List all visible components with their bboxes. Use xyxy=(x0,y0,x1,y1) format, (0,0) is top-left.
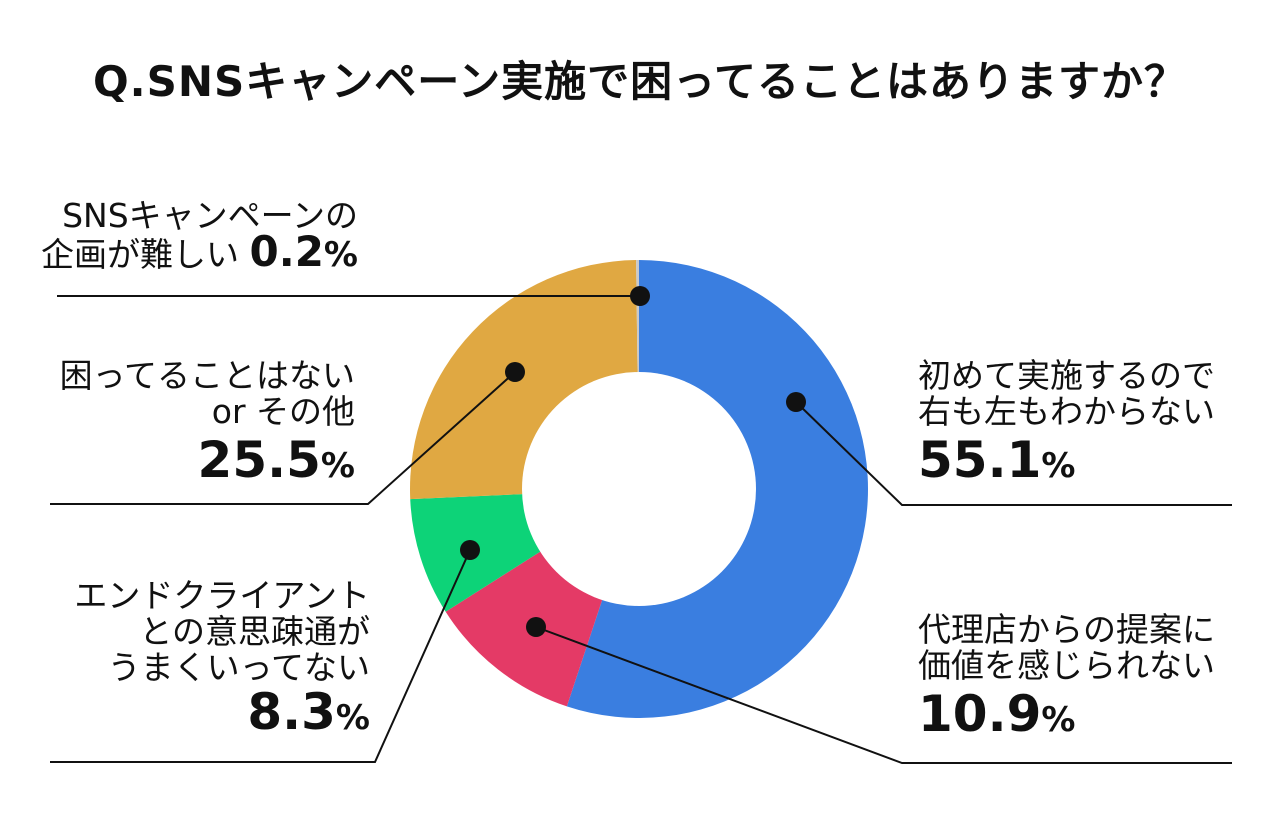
label-line: 困ってることはない xyxy=(59,356,355,395)
percent-value: 8.3% xyxy=(74,687,370,738)
percent-unit: % xyxy=(335,698,370,738)
label-line: SNSキャンペーンの xyxy=(62,196,358,235)
chart-title: Q.SNSキャンペーン実施で困ってることはありますか？ xyxy=(92,57,1188,106)
percent-number: 8.3 xyxy=(247,683,336,741)
percent-unit: % xyxy=(1041,700,1076,740)
donut-hole xyxy=(522,372,756,606)
label-slice-3: 困ってることはない or その他 25.5% xyxy=(59,356,355,486)
label-slice-4: SNSキャンペーンの 企画が難しい 0.2% xyxy=(41,196,358,274)
percent-unit: % xyxy=(323,235,358,275)
label-line: との意思疎通が xyxy=(139,612,370,651)
leader-line-0 xyxy=(795,401,1232,506)
percent-number: 55.1 xyxy=(918,431,1042,489)
leader-dot-1 xyxy=(526,617,546,637)
label-line-with-percent: 企画が難しい 0.2% xyxy=(41,231,358,274)
percent-value: 0.2% xyxy=(250,227,358,276)
leader-line-2 xyxy=(50,549,471,763)
label-line: エンドクライアント xyxy=(74,576,370,615)
label-line: 初めて実施するので xyxy=(918,356,1215,395)
percent-number: 25.5 xyxy=(197,431,321,489)
label-line: 価値を感じられない xyxy=(918,646,1215,685)
leader-line-1 xyxy=(535,626,1232,764)
leader-dot-0 xyxy=(786,392,806,412)
label-line: 代理店からの提案に xyxy=(918,610,1215,649)
percent-unit: % xyxy=(320,446,355,486)
label-line: or その他 xyxy=(211,392,355,431)
percent-number: 0.2 xyxy=(249,227,324,276)
label-line: 企画が難しい xyxy=(41,235,240,274)
leader-dot-4 xyxy=(630,286,650,306)
percent-value: 10.9% xyxy=(918,689,1215,740)
leader-line-3 xyxy=(50,371,516,505)
percent-value: 55.1% xyxy=(918,435,1215,486)
label-slice-0: 初めて実施するので 右も左もわからない 55.1% xyxy=(918,356,1215,486)
label-slice-1: 代理店からの提案に 価値を感じられない 10.9% xyxy=(918,610,1215,740)
label-line: 右も左もわからない xyxy=(918,392,1215,431)
label-line: うまくいってない xyxy=(107,648,370,687)
percent-value: 25.5% xyxy=(60,435,355,486)
percent-unit: % xyxy=(1041,446,1076,486)
leader-dot-3 xyxy=(505,362,525,382)
leader-dot-2 xyxy=(460,540,480,560)
percent-number: 10.9 xyxy=(918,685,1042,743)
label-slice-2: エンドクライアント との意思疎通が うまくいってない 8.3% xyxy=(74,576,370,738)
